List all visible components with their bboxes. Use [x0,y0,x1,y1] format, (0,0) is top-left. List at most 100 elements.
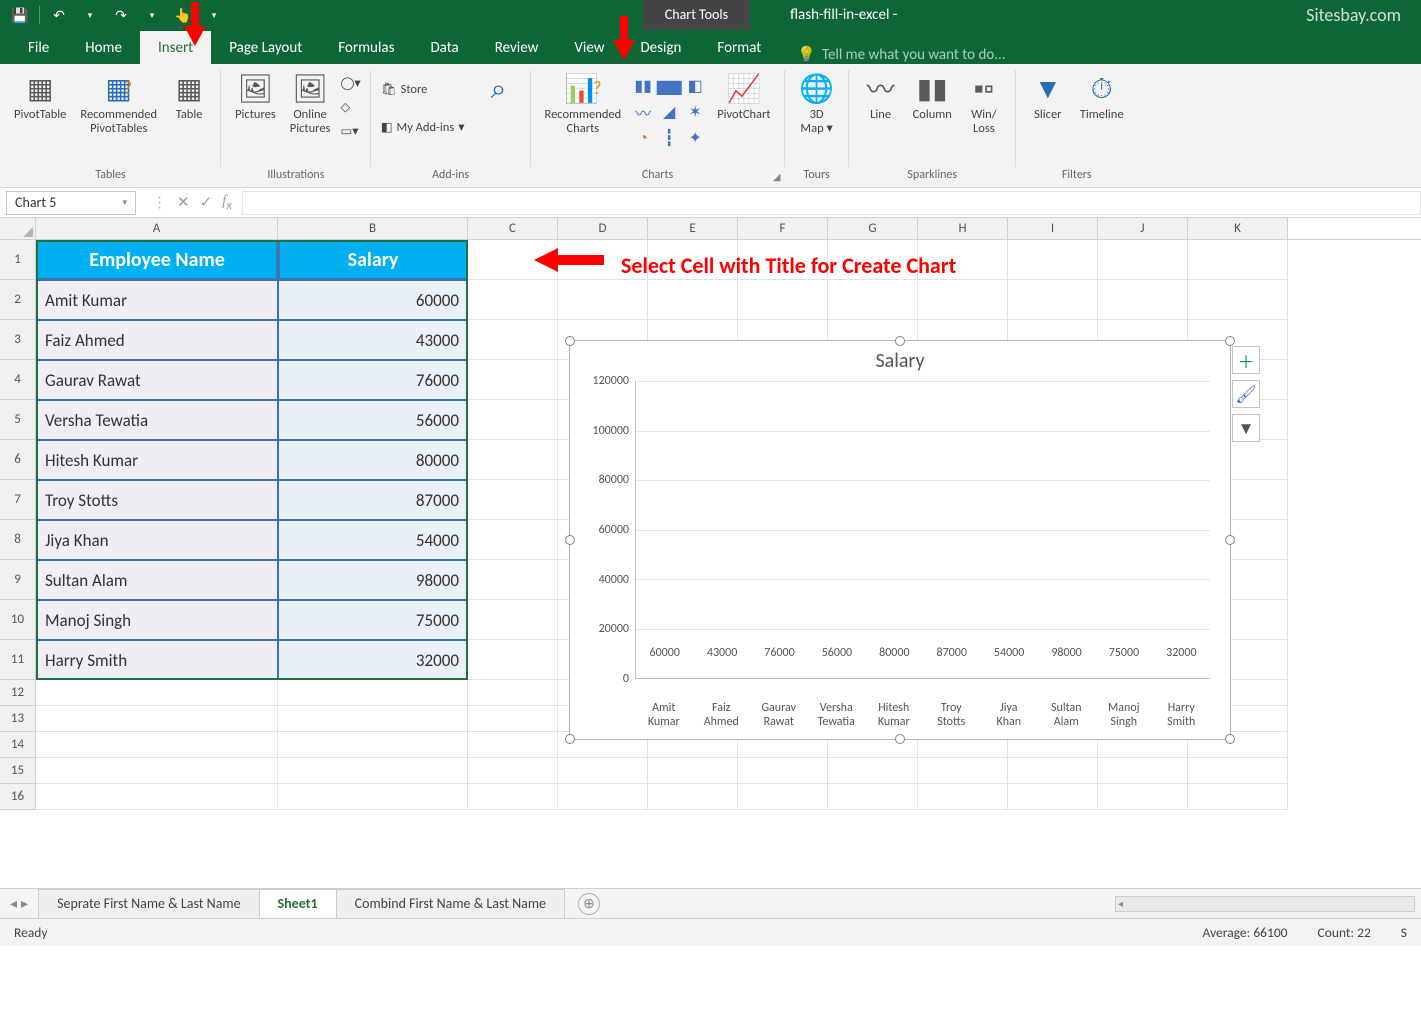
slicer-button[interactable]: ▼Slicer [1026,68,1070,124]
namebox-options-icon[interactable]: ⋮ [152,193,167,212]
col-header-J[interactable]: J [1098,218,1188,239]
cancel-formula-icon[interactable]: ✕ [177,193,190,212]
cell-B14[interactable] [278,732,468,758]
row-header-12[interactable]: 12 [0,680,36,706]
row-headers[interactable]: 12345678910111213141516 [0,240,36,810]
row-header-2[interactable]: 2 [0,280,36,320]
line-chart-icon[interactable]: 〰 [631,100,655,124]
tab-design[interactable]: Design [622,31,699,64]
timeline-button[interactable]: ⏱Timeline [1076,68,1128,124]
chart-plot-area[interactable]: 6000043000760005600080000870005400098000… [635,381,1210,679]
pivottable-button[interactable]: ▦PivotTable [10,68,70,124]
cell-K1[interactable] [1188,240,1288,280]
shapes-button[interactable]: ◯▾ [340,72,360,94]
online-pictures-button[interactable]: 🖼OnlinePictures [286,68,335,138]
sheet-tab[interactable]: Sheet1 [259,889,337,918]
row-header-15[interactable]: 15 [0,758,36,784]
cell-G16[interactable] [828,784,918,810]
cell-B2[interactable]: 60000 [278,280,468,320]
store-button[interactable]: 🛍 Store [381,78,465,100]
formula-input[interactable] [242,191,1421,215]
cell-H2[interactable] [918,280,1008,320]
my-addins-button[interactable]: ◧ My Add-ins ▾ [381,116,465,138]
chart-title[interactable]: Salary [570,341,1230,377]
pictures-button[interactable]: 🖼Pictures [231,68,280,124]
row-header-13[interactable]: 13 [0,706,36,732]
tab-insert[interactable]: Insert [140,31,211,64]
embedded-chart[interactable]: Salary 020000400006000080000100000120000… [569,340,1231,740]
cell-A5[interactable]: Versha Tewatia [36,400,278,440]
cell-C11[interactable] [468,640,558,680]
tab-view[interactable]: View [556,31,622,64]
undo-icon[interactable]: ↶ [47,3,71,27]
col-header-K[interactable]: K [1188,218,1288,239]
cell-A8[interactable]: Jiya Khan [36,520,278,560]
cell-J2[interactable] [1098,280,1188,320]
cell-K2[interactable] [1188,280,1288,320]
chart-elements-button[interactable]: ＋ [1232,346,1260,374]
sparkline-winloss-button[interactable]: ▪▫Win/Loss [962,68,1006,138]
cell-C10[interactable] [468,600,558,640]
chart-filter-button[interactable]: ▼ [1232,414,1260,442]
cell-K16[interactable] [1188,784,1288,810]
sheet-tab[interactable]: Seprate First Name & Last Name [38,889,259,918]
cell-A9[interactable]: Sultan Alam [36,560,278,600]
row-header-14[interactable]: 14 [0,732,36,758]
treemap-chart-icon[interactable]: ◧ [683,74,707,98]
cell-F15[interactable] [738,758,828,784]
cell-A12[interactable] [36,680,278,706]
cell-D15[interactable] [558,758,648,784]
cell-H15[interactable] [918,758,1008,784]
table-button[interactable]: ▦Table [167,68,211,124]
cell-A13[interactable] [36,706,278,732]
cell-J1[interactable] [1098,240,1188,280]
tab-home[interactable]: Home [67,31,140,64]
row-header-8[interactable]: 8 [0,520,36,560]
cell-C16[interactable] [468,784,558,810]
cell-A1[interactable]: Employee Name [36,240,278,280]
cell-B11[interactable]: 32000 [278,640,468,680]
cell-H16[interactable] [918,784,1008,810]
area-chart-icon[interactable]: ◢ [657,100,681,124]
row-header-11[interactable]: 11 [0,640,36,680]
row-header-16[interactable]: 16 [0,784,36,810]
col-header-I[interactable]: I [1008,218,1098,239]
col-header-G[interactable]: G [828,218,918,239]
qat-customize-icon[interactable]: ▾ [202,3,226,27]
recommended-charts-button[interactable]: 📊?RecommendedCharts [541,68,626,138]
cell-C5[interactable] [468,400,558,440]
stock-chart-icon[interactable]: ┇ [657,126,681,150]
cell-I15[interactable] [1008,758,1098,784]
cell-B3[interactable]: 43000 [278,320,468,360]
row-header-6[interactable]: 6 [0,440,36,480]
redo-dropdown-icon[interactable]: ▾ [140,3,164,27]
cell-E16[interactable] [648,784,738,810]
tab-file[interactable]: File [10,31,67,64]
row-header-3[interactable]: 3 [0,320,36,360]
tab-format[interactable]: Format [699,31,779,64]
row-header-1[interactable]: 1 [0,240,36,280]
chart-type-gallery[interactable]: ▮▮ ▆▆ ◧ 〰 ◢ ✶ ◔ ┇ ✦ [631,74,707,150]
horizontal-scrollbar[interactable]: ◂ [1115,896,1415,912]
cell-A6[interactable]: Hitesh Kumar [36,440,278,480]
cell-F2[interactable] [738,280,828,320]
cell-B15[interactable] [278,758,468,784]
sheet-nav[interactable]: ◂▸ [10,895,38,912]
scatter-chart-icon[interactable]: ✶ [683,100,707,124]
cell-E2[interactable] [648,280,738,320]
cell-C4[interactable] [468,360,558,400]
cell-A10[interactable]: Manoj Singh [36,600,278,640]
cell-B6[interactable]: 80000 [278,440,468,480]
radar-chart-icon[interactable]: ✦ [683,126,707,150]
cell-K15[interactable] [1188,758,1288,784]
cell-A16[interactable] [36,784,278,810]
cell-B4[interactable]: 76000 [278,360,468,400]
cell-F16[interactable] [738,784,828,810]
save-icon[interactable]: 💾 [8,3,32,27]
row-header-10[interactable]: 10 [0,600,36,640]
cell-J16[interactable] [1098,784,1188,810]
cell-C12[interactable] [468,680,558,706]
cell-C15[interactable] [468,758,558,784]
cell-A3[interactable]: Faiz Ahmed [36,320,278,360]
cell-C6[interactable] [468,440,558,480]
